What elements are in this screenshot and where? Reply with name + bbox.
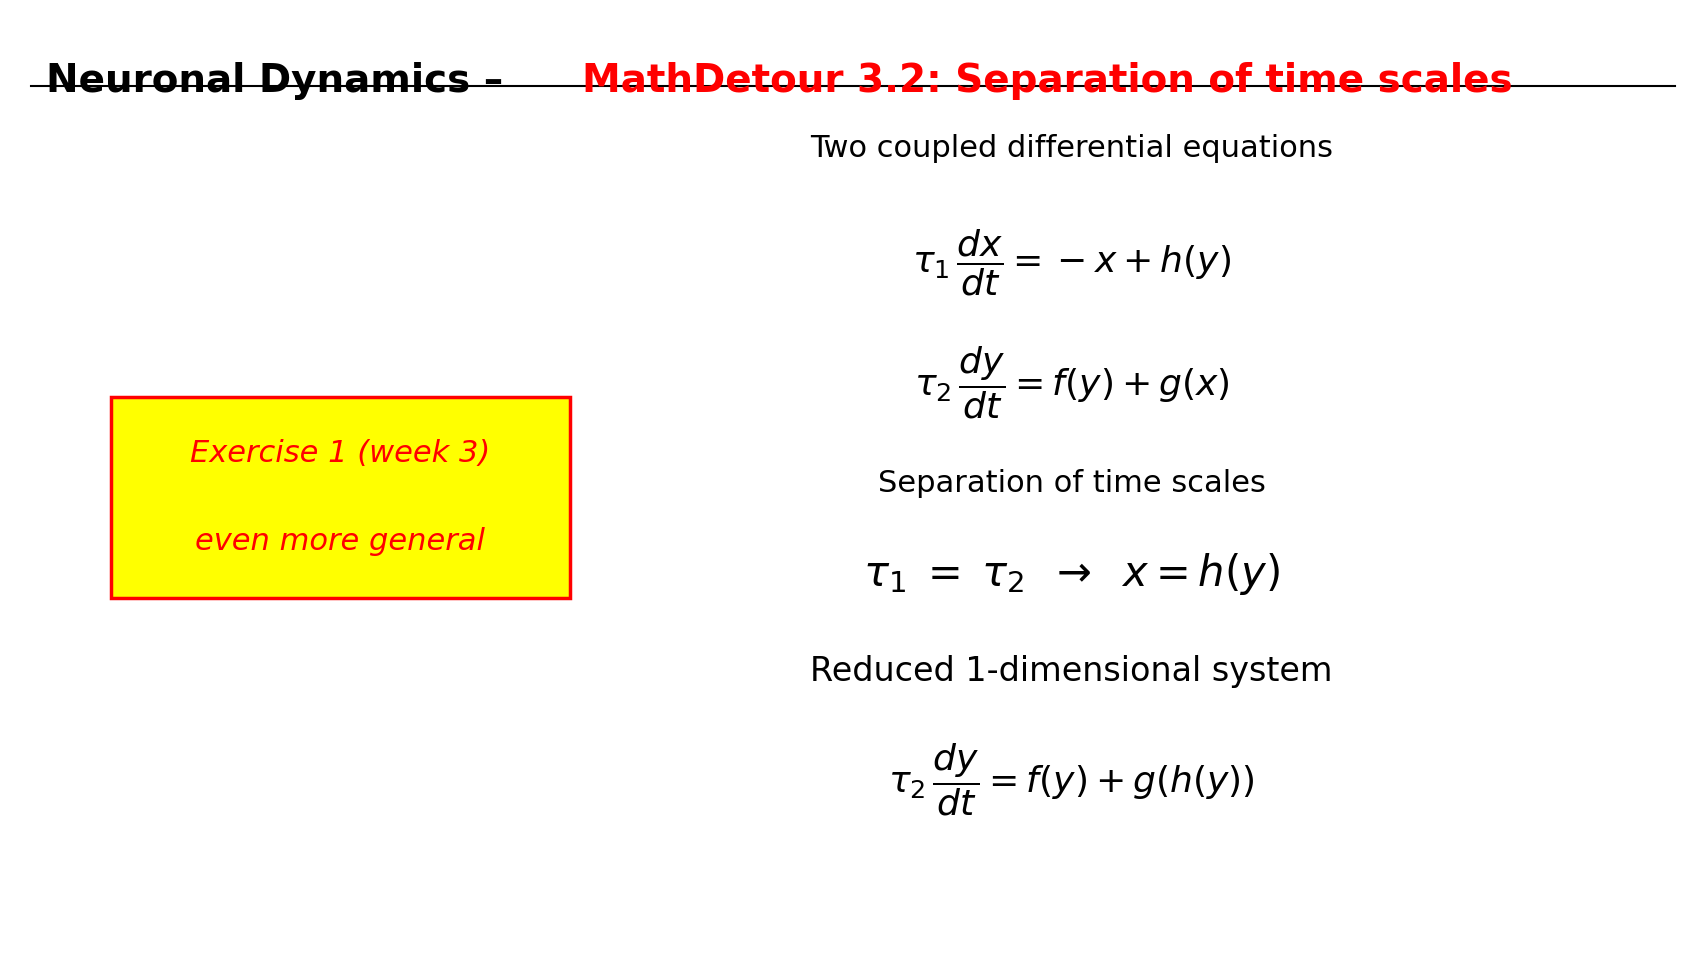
Text: Neuronal Dynamics –: Neuronal Dynamics – (46, 62, 517, 100)
Text: $\tau_1 \;=\; \tau_2 \;\;\rightarrow\;\; x = h(y)$: $\tau_1 \;=\; \tau_2 \;\;\rightarrow\;\;… (862, 551, 1281, 597)
Text: MathDetour 3.2: Separation of time scales: MathDetour 3.2: Separation of time scale… (582, 62, 1512, 100)
Text: Reduced 1-dimensional system: Reduced 1-dimensional system (810, 656, 1334, 688)
Text: Exercise 1 (week 3): Exercise 1 (week 3) (191, 439, 490, 468)
Text: $\tau_1 \,\dfrac{dx}{dt} = -x + h(y)$: $\tau_1 \,\dfrac{dx}{dt} = -x + h(y)$ (912, 228, 1232, 299)
Text: Two coupled differential equations: Two coupled differential equations (810, 134, 1334, 163)
Text: $\tau_2 \,\dfrac{dy}{dt} = f(y) + g(x)$: $\tau_2 \,\dfrac{dy}{dt} = f(y) + g(x)$ (913, 345, 1230, 421)
Text: even more general: even more general (196, 527, 485, 556)
Text: $\tau_2 \,\dfrac{dy}{dt} = f(y) + g(h(y))$: $\tau_2 \,\dfrac{dy}{dt} = f(y) + g(h(y)… (888, 742, 1255, 818)
Text: Separation of time scales: Separation of time scales (878, 469, 1266, 498)
